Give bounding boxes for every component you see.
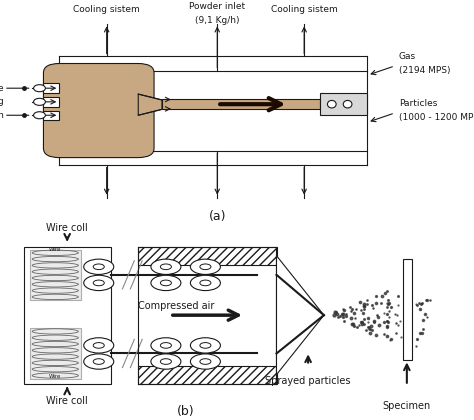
Text: Oxygen: Oxygen — [0, 111, 4, 120]
Polygon shape — [138, 94, 162, 115]
Circle shape — [84, 259, 114, 274]
Circle shape — [160, 343, 172, 348]
Bar — [320, 93, 367, 115]
Text: Wire: Wire — [49, 247, 62, 252]
Circle shape — [200, 343, 211, 348]
Text: (9,1 Kg/h): (9,1 Kg/h) — [195, 16, 239, 26]
Circle shape — [93, 280, 104, 286]
Circle shape — [200, 280, 211, 286]
Text: Compressed air: Compressed air — [138, 301, 215, 311]
Ellipse shape — [343, 100, 352, 108]
Text: Spark plug: Spark plug — [0, 97, 4, 106]
Circle shape — [191, 354, 220, 369]
Bar — [403, 259, 411, 360]
Circle shape — [151, 354, 181, 369]
Circle shape — [93, 359, 104, 365]
Circle shape — [84, 338, 114, 353]
Circle shape — [93, 343, 104, 348]
Text: Wire: Wire — [49, 374, 62, 379]
Text: (a): (a) — [209, 210, 226, 223]
Text: Wire coll: Wire coll — [46, 223, 88, 233]
Circle shape — [160, 264, 172, 270]
Text: Particles: Particles — [399, 99, 438, 108]
Circle shape — [151, 275, 181, 291]
Text: Specimen: Specimen — [383, 401, 431, 411]
Circle shape — [84, 275, 114, 291]
Text: Kerosene: Kerosene — [0, 84, 4, 93]
Circle shape — [93, 264, 104, 270]
Bar — [138, 365, 276, 384]
Text: Cooling sistem: Cooling sistem — [73, 5, 140, 14]
Circle shape — [151, 338, 181, 353]
Bar — [29, 328, 81, 379]
Bar — [138, 247, 276, 265]
FancyBboxPatch shape — [44, 63, 154, 158]
Text: Sprayed particles: Sprayed particles — [265, 375, 351, 386]
Text: (1000 - 1200 MPS): (1000 - 1200 MPS) — [399, 113, 474, 122]
Text: Powder inlet: Powder inlet — [189, 3, 246, 11]
Circle shape — [151, 259, 181, 274]
Circle shape — [34, 98, 46, 105]
Text: (b): (b) — [177, 405, 194, 418]
Ellipse shape — [328, 100, 336, 108]
Circle shape — [84, 354, 114, 369]
Bar — [29, 249, 81, 300]
Circle shape — [191, 275, 220, 291]
Circle shape — [160, 280, 172, 286]
Bar — [162, 100, 320, 109]
Text: Gas: Gas — [399, 52, 416, 61]
Bar — [44, 110, 59, 120]
Circle shape — [191, 338, 220, 353]
Circle shape — [200, 359, 211, 365]
Circle shape — [160, 359, 172, 365]
Circle shape — [191, 259, 220, 274]
Text: Cooling sistem: Cooling sistem — [271, 5, 337, 14]
Polygon shape — [276, 256, 324, 375]
Bar — [44, 97, 59, 107]
Bar — [24, 247, 110, 384]
Text: (2194 MPS): (2194 MPS) — [399, 66, 450, 75]
Text: Wire coll: Wire coll — [46, 396, 88, 406]
Circle shape — [34, 85, 46, 92]
Circle shape — [34, 112, 46, 119]
Bar — [44, 84, 59, 93]
Circle shape — [200, 264, 211, 270]
